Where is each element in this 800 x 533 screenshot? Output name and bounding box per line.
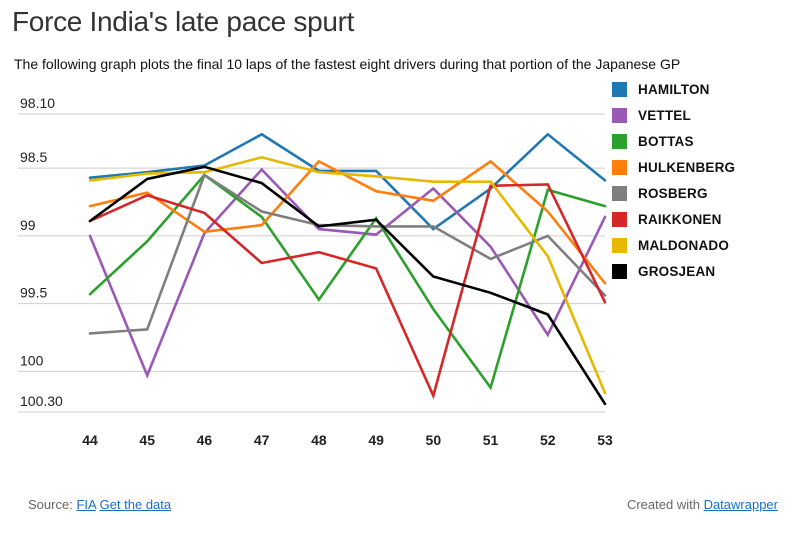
x-tick-label: 50 bbox=[426, 432, 442, 448]
series-line-raikkonen bbox=[88, 183, 607, 400]
legend-item-hamilton: HAMILTON bbox=[612, 76, 735, 102]
series-line-hamilton bbox=[88, 132, 607, 231]
legend-swatch bbox=[612, 263, 627, 279]
created-label: Created with bbox=[626, 497, 700, 512]
y-tick-label: 100.30 bbox=[20, 393, 63, 409]
legend-swatch bbox=[612, 159, 627, 175]
legend-label: ROSBERG bbox=[638, 185, 708, 201]
series-line-grosjean bbox=[88, 165, 607, 406]
legend-item-grosjean: GROSJEAN bbox=[612, 258, 735, 284]
legend-swatch bbox=[612, 185, 627, 201]
y-tick-label: 98.5 bbox=[20, 149, 47, 165]
series-line-rosberg bbox=[88, 173, 607, 335]
legend-item-rosberg: ROSBERG bbox=[612, 180, 735, 206]
x-tick-label: 51 bbox=[483, 432, 499, 448]
legend-item-hulkenberg: HULKENBERG bbox=[612, 154, 735, 180]
legend-label: VETTEL bbox=[638, 107, 691, 123]
series-line-hulkenberg bbox=[88, 159, 607, 285]
x-tick-label: 49 bbox=[368, 432, 384, 448]
y-tick-label: 98.10 bbox=[20, 95, 55, 111]
x-tick-label: 48 bbox=[311, 432, 327, 448]
legend-swatch bbox=[612, 81, 627, 97]
x-tick-label: 45 bbox=[139, 432, 155, 448]
legend-label: GROSJEAN bbox=[638, 263, 716, 279]
legend-item-maldonado: MALDONADO bbox=[612, 232, 735, 258]
footer-source: Source: FIA Get the data bbox=[28, 497, 171, 512]
legend-swatch bbox=[612, 107, 627, 123]
x-tick-label: 53 bbox=[597, 432, 613, 448]
x-tick-label: 46 bbox=[197, 432, 213, 448]
chart-title: Force India's late pace spurt bbox=[12, 6, 355, 37]
legend-item-vettel: VETTEL bbox=[612, 102, 735, 128]
legend-swatch bbox=[612, 211, 627, 227]
y-tick-label: 99.5 bbox=[20, 285, 47, 301]
legend-label: HAMILTON bbox=[638, 81, 710, 97]
legend-label: MALDONADO bbox=[638, 237, 730, 253]
legend-label: RAIKKONEN bbox=[638, 211, 722, 227]
chart-legend: HAMILTON VETTEL BOTTAS HULKENBERG ROSBERG RAI… bbox=[612, 76, 735, 284]
legend-label: BOTTAS bbox=[638, 133, 694, 149]
y-tick-label: 99 bbox=[20, 217, 36, 233]
legend-swatch bbox=[612, 133, 627, 149]
legend-swatch bbox=[612, 237, 627, 253]
source-label: Source: bbox=[28, 497, 73, 512]
legend-item-raikkonen: RAIKKONEN bbox=[612, 206, 735, 232]
legend-label: HULKENBERG bbox=[638, 159, 736, 175]
y-tick-label: 100 bbox=[20, 352, 44, 368]
source-link[interactable]: FIA bbox=[76, 497, 96, 512]
x-tick-label: 47 bbox=[254, 432, 270, 448]
x-tick-label: 44 bbox=[82, 432, 98, 448]
x-tick-label: 52 bbox=[540, 432, 556, 448]
legend-item-bottas: BOTTAS bbox=[612, 128, 735, 154]
chart-subtitle: The following graph plots the final 10 l… bbox=[14, 56, 681, 72]
get-data-link[interactable]: Get the data bbox=[99, 497, 172, 512]
footer-credit: Created with Datawrapper bbox=[627, 497, 778, 512]
datawrapper-link[interactable]: Datawrapper bbox=[703, 497, 778, 512]
